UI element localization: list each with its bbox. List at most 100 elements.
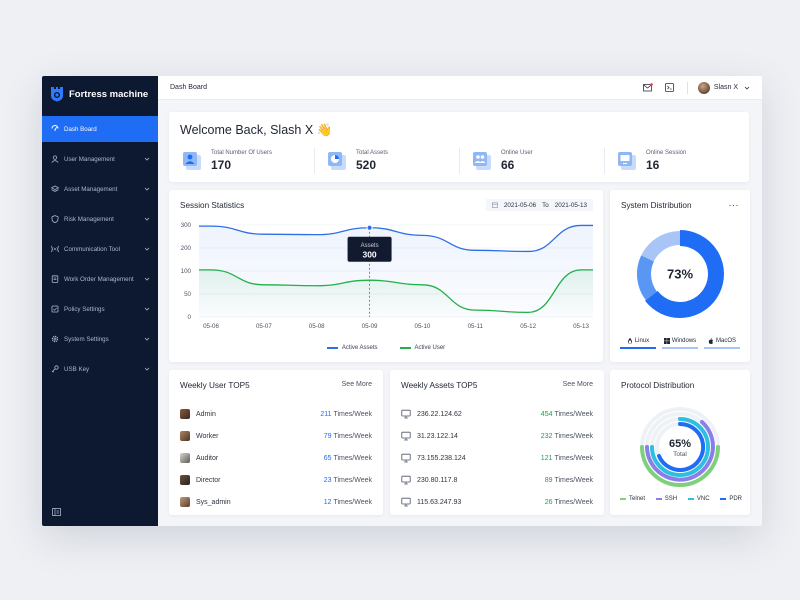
protocol-ring-chart[interactable]: 65% Total bbox=[630, 400, 730, 500]
sidebar-item-work-order-management[interactable]: Work Order Management bbox=[42, 266, 158, 292]
legend-swatch bbox=[620, 498, 626, 500]
sidebar-item-label: Dash Board bbox=[64, 125, 97, 133]
more-options-icon[interactable]: ··· bbox=[728, 200, 739, 210]
main-content: Dash Board Slasn X Welcome Back, Slash X… bbox=[158, 76, 762, 526]
legend-item-active-user[interactable]: Active User bbox=[399, 345, 445, 351]
count-value: 89 bbox=[544, 476, 553, 484]
session-stat-icon bbox=[618, 152, 636, 170]
asset-ip: 73.155.238.124 bbox=[417, 454, 466, 462]
see-more-link[interactable]: See More bbox=[562, 381, 593, 388]
x-tick-label: 05-09 bbox=[362, 323, 378, 330]
sidebar-item-usb-key[interactable]: USB Key bbox=[42, 356, 158, 382]
list-item[interactable]: 31.23.122.14 232 Times/Week bbox=[401, 425, 593, 447]
list-item[interactable]: Worker 79 Times/Week bbox=[180, 425, 372, 447]
sidebar-item-risk-management[interactable]: Risk Management bbox=[42, 206, 158, 232]
sidebar-item-user-management[interactable]: User Management bbox=[42, 146, 158, 172]
topbar: Dash Board Slasn X bbox=[158, 76, 762, 100]
list-item[interactable]: Director 23 Times/Week bbox=[180, 469, 372, 491]
sidebar-item-system-settings[interactable]: System Settings bbox=[42, 326, 158, 352]
list-item[interactable]: 115.63.247.93 26 Times/Week bbox=[401, 491, 593, 513]
list-item[interactable]: Auditor 65 Times/Week bbox=[180, 447, 372, 469]
count-unit: Times/Week bbox=[333, 410, 372, 418]
count-value: 121 bbox=[540, 454, 553, 462]
list-item[interactable]: 230.80.117.8 89 Times/Week bbox=[401, 469, 593, 491]
count-unit: Times/Week bbox=[333, 454, 372, 462]
system-distribution-card: System Distribution ··· 73% Linux Window… bbox=[610, 190, 750, 362]
monitor-icon bbox=[401, 475, 411, 485]
asset-ip: 230.80.117.8 bbox=[417, 476, 458, 484]
protocol-distribution-card: Protocol Distribution 65% Total Telnet S… bbox=[610, 370, 750, 515]
donut-hole bbox=[655, 249, 705, 299]
tab-windows[interactable]: Windows bbox=[662, 338, 698, 349]
sidebar-item-dashboard[interactable]: Dash Board bbox=[42, 116, 158, 142]
list-item[interactable]: Sys_admin 12 Times/Week bbox=[180, 491, 372, 513]
ring-pdr bbox=[657, 421, 706, 472]
key-icon bbox=[51, 365, 59, 373]
brand[interactable]: Fortress machine bbox=[42, 80, 158, 108]
apple-icon bbox=[708, 338, 713, 344]
x-tick-label: 05-08 bbox=[309, 323, 325, 330]
gear-icon bbox=[51, 335, 59, 343]
date-range-picker[interactable]: 2021-05-06 To 2021-05-13 bbox=[485, 199, 593, 211]
legend-item-vnc[interactable]: VNC bbox=[687, 496, 710, 502]
stats-row: Total Number Of Users 170 Total Assets 5… bbox=[169, 146, 749, 176]
avatar bbox=[180, 475, 190, 485]
tab-linux[interactable]: Linux bbox=[620, 338, 656, 349]
legend-item-pdr[interactable]: PDR bbox=[720, 496, 742, 502]
monitor-icon bbox=[401, 431, 411, 441]
weekly-user-top5-card: Weekly User TOP5 See More Admin 211 Time… bbox=[169, 370, 383, 515]
list-item[interactable]: 73.155.238.124 121 Times/Week bbox=[401, 447, 593, 469]
series-line-active-user[interactable] bbox=[198, 269, 593, 314]
hover-point[interactable] bbox=[366, 224, 373, 231]
user-icon bbox=[51, 155, 59, 163]
sidebar-nav: Dash Board User Management Asset Managem… bbox=[42, 116, 158, 382]
x-tick-label: 05-12 bbox=[520, 323, 536, 330]
count-value: 26 bbox=[544, 498, 553, 506]
ring-center-label: Total bbox=[673, 451, 687, 458]
legend-item-active-assets[interactable]: Active Assets bbox=[326, 345, 378, 351]
chevron-down-icon bbox=[144, 277, 150, 281]
stat-online-session[interactable]: Online Session 16 bbox=[604, 146, 749, 176]
count-unit: Times/Week bbox=[554, 454, 593, 462]
broadcast-icon bbox=[51, 245, 59, 253]
user-menu[interactable]: Slasn X bbox=[697, 81, 750, 94]
collapse-sidebar-icon[interactable] bbox=[52, 508, 61, 516]
list-item[interactable]: Admin 211 Times/Week bbox=[180, 403, 372, 425]
legend-item-ssh[interactable]: SSH bbox=[655, 496, 677, 502]
count-value: 79 bbox=[323, 432, 332, 440]
app-window: Fortress machine Dash Board User Managem… bbox=[42, 76, 762, 526]
legend-swatch bbox=[399, 347, 411, 349]
list-item[interactable]: 236.22.124.62 454 Times/Week bbox=[401, 403, 593, 425]
stat-label: Online User bbox=[501, 150, 533, 156]
sidebar-item-communication-tool[interactable]: Communication Tool bbox=[42, 236, 158, 262]
mail-notification-icon[interactable] bbox=[642, 83, 653, 92]
brand-name: Fortress machine bbox=[69, 88, 149, 100]
topbar-divider bbox=[686, 81, 688, 94]
legend-item-telnet[interactable]: Telnet bbox=[620, 496, 645, 502]
tooltip-label: Assets bbox=[361, 243, 379, 249]
sidebar-item-label: Work Order Management bbox=[64, 275, 134, 283]
stat-value: 16 bbox=[646, 158, 660, 172]
stat-total-assets[interactable]: Total Assets 520 bbox=[314, 146, 459, 176]
sidebar-item-asset-management[interactable]: Asset Management bbox=[42, 176, 158, 202]
see-more-link[interactable]: See More bbox=[341, 381, 372, 388]
stat-total-users[interactable]: Total Number Of Users 170 bbox=[169, 146, 314, 176]
user-name: Slasn X bbox=[713, 84, 738, 91]
sidebar-item-label: Asset Management bbox=[64, 185, 118, 193]
chevron-down-icon bbox=[144, 187, 150, 191]
session-line-chart[interactable]: 0 50 100 200 300 05-06 05-07 05-08 05-09 05-10 05-… bbox=[169, 216, 603, 346]
chevron-down-icon bbox=[144, 337, 150, 341]
count-value: 211 bbox=[320, 410, 332, 418]
sidebar-item-policy-settings[interactable]: Policy Settings bbox=[42, 296, 158, 322]
sidebar-item-label: Policy Settings bbox=[64, 305, 105, 313]
sidebar-item-label: USB Key bbox=[64, 365, 90, 373]
user-name: Auditor bbox=[196, 454, 219, 462]
donut-percent: 73% bbox=[667, 267, 693, 282]
count-value: 232 bbox=[540, 432, 553, 440]
stat-online-user[interactable]: Online User 66 bbox=[459, 146, 604, 176]
ring-vnc bbox=[650, 417, 710, 477]
system-donut-chart[interactable]: 73% bbox=[620, 222, 740, 342]
terminal-icon[interactable] bbox=[664, 83, 675, 92]
tab-macos[interactable]: MacOS bbox=[704, 338, 740, 349]
series-line-active-assets[interactable] bbox=[198, 224, 593, 253]
